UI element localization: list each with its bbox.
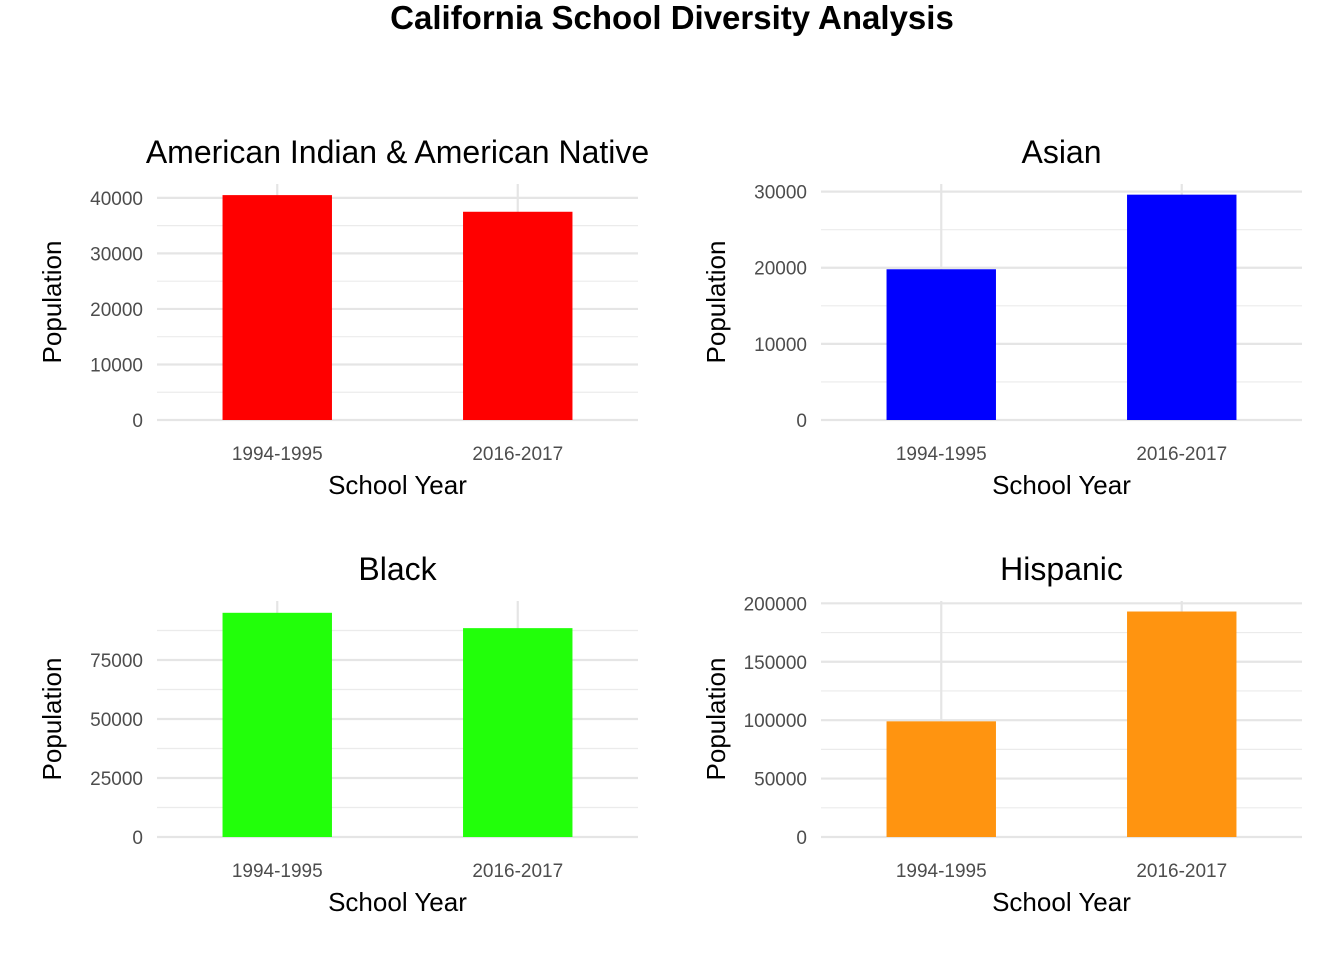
bar-1994-1995 xyxy=(222,195,332,420)
panel-title: Black xyxy=(358,551,437,587)
main-title: California School Diversity Analysis xyxy=(390,0,954,36)
y-axis-label: Population xyxy=(701,241,731,364)
y-tick-label: 100000 xyxy=(744,711,807,732)
y-tick-label: 75000 xyxy=(90,651,143,672)
y-tick-label: 10000 xyxy=(754,335,807,356)
y-tick-label: 30000 xyxy=(754,183,807,204)
x-axis-label: School Year xyxy=(328,887,467,917)
y-tick-label: 20000 xyxy=(90,300,143,321)
x-axis-label: School Year xyxy=(992,887,1131,917)
y-axis-label: Population xyxy=(701,658,731,781)
y-tick-label: 0 xyxy=(796,828,807,849)
y-tick-label: 20000 xyxy=(754,259,807,280)
x-tick-label: 2016-2017 xyxy=(472,861,563,882)
panel-title: Hispanic xyxy=(1000,551,1123,587)
y-tick-label: 0 xyxy=(132,828,143,849)
bar-2016-2017 xyxy=(1127,194,1237,420)
x-tick-label: 1994-1995 xyxy=(232,861,323,882)
chart-panel-3: 0 25000 50000 75000 1994-1995 2016-2017 Black S… xyxy=(37,551,638,917)
bar-1994-1995 xyxy=(886,269,996,420)
y-tick-label: 200000 xyxy=(744,594,807,615)
bar-2016-2017 xyxy=(463,628,573,837)
y-tick-label: 30000 xyxy=(90,244,143,265)
y-axis-label: Population xyxy=(37,658,67,781)
panel-title: Asian xyxy=(1021,134,1101,170)
x-axis-label: School Year xyxy=(328,470,467,500)
x-axis-label: School Year xyxy=(992,470,1131,500)
bar-2016-2017 xyxy=(1127,611,1237,837)
y-tick-label: 50000 xyxy=(754,770,807,791)
x-tick-label: 2016-2017 xyxy=(472,444,563,465)
y-tick-label: 0 xyxy=(796,411,807,432)
x-tick-label: 2016-2017 xyxy=(1136,444,1227,465)
y-tick-label: 0 xyxy=(132,411,143,432)
panel-title: American Indian & American Native xyxy=(146,134,649,170)
y-tick-label: 150000 xyxy=(744,653,807,674)
chart-panel-1: 0 10000 20000 30000 40000 1994-1995 2016-2017 A… xyxy=(37,134,649,500)
y-tick-label: 40000 xyxy=(90,189,143,210)
x-tick-label: 2016-2017 xyxy=(1136,861,1227,882)
y-tick-label: 10000 xyxy=(90,355,143,376)
y-tick-label: 25000 xyxy=(90,769,143,790)
y-axis-label: Population xyxy=(37,241,67,364)
x-tick-label: 1994-1995 xyxy=(896,861,987,882)
x-tick-label: 1994-1995 xyxy=(896,444,987,465)
x-tick-label: 1994-1995 xyxy=(232,444,323,465)
bar-1994-1995 xyxy=(886,721,996,837)
y-tick-label: 50000 xyxy=(90,710,143,731)
chart-panel-2: 0 10000 20000 30000 1994-1995 2016-2017 Asian S… xyxy=(701,134,1302,500)
bar-2016-2017 xyxy=(463,211,573,420)
chart-panel-4: 0 50000 100000 150000 200000 1994-1995 2016-20… xyxy=(701,551,1302,917)
bar-1994-1995 xyxy=(222,612,332,837)
